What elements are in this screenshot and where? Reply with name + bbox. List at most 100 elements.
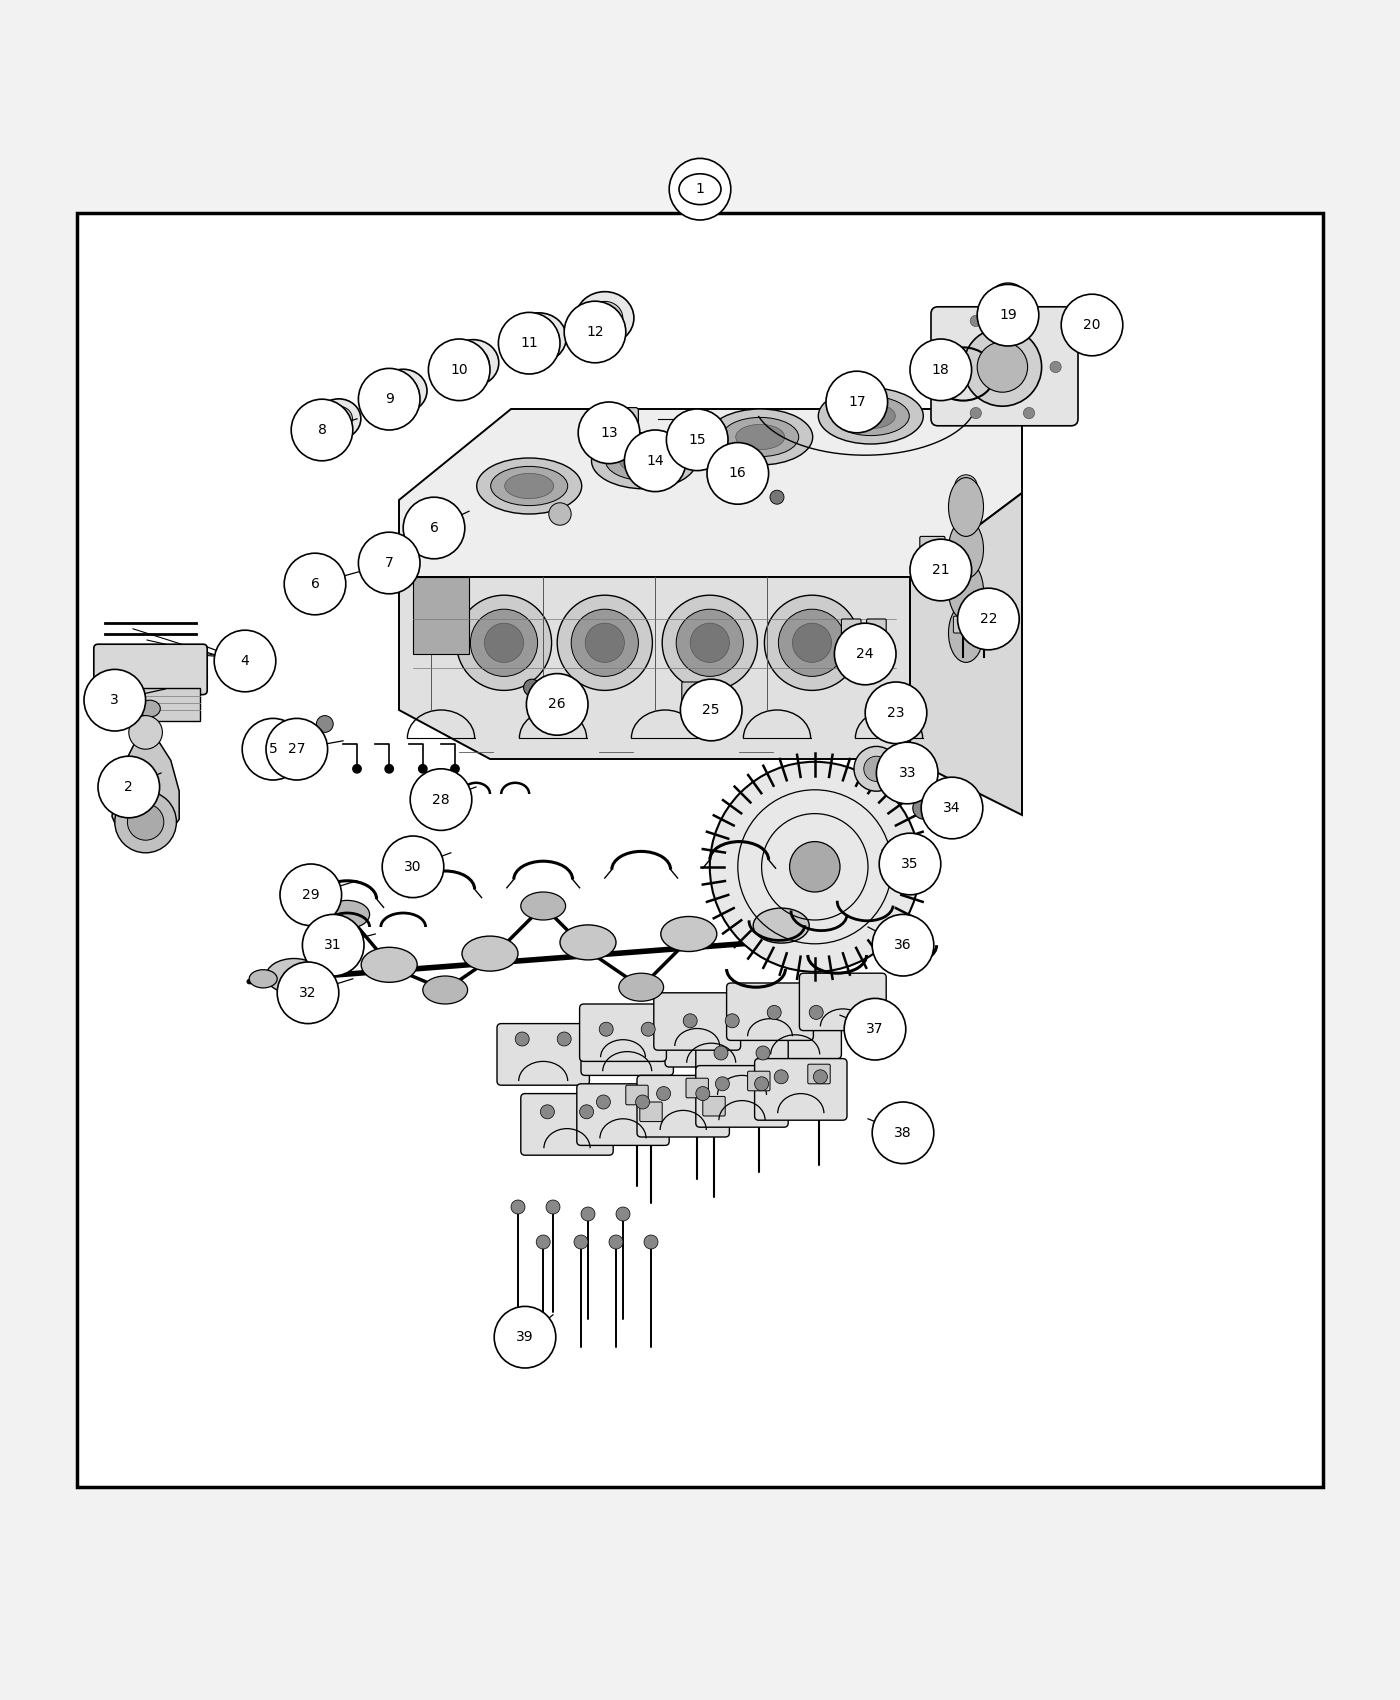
FancyBboxPatch shape	[581, 1013, 673, 1076]
Ellipse shape	[778, 609, 846, 677]
Ellipse shape	[587, 301, 623, 335]
Circle shape	[451, 765, 459, 774]
Circle shape	[714, 1046, 728, 1061]
Circle shape	[284, 552, 346, 615]
FancyBboxPatch shape	[727, 983, 813, 1040]
FancyBboxPatch shape	[686, 1078, 708, 1098]
Text: 12: 12	[587, 325, 603, 338]
Circle shape	[710, 762, 920, 972]
FancyBboxPatch shape	[867, 619, 886, 653]
Circle shape	[970, 408, 981, 418]
Circle shape	[423, 530, 445, 552]
Text: 4: 4	[241, 654, 249, 668]
Ellipse shape	[707, 410, 812, 466]
Ellipse shape	[832, 396, 910, 435]
Text: 10: 10	[451, 362, 468, 377]
Polygon shape	[399, 576, 910, 758]
Circle shape	[127, 804, 164, 840]
Circle shape	[864, 756, 889, 782]
Circle shape	[657, 1086, 671, 1100]
Circle shape	[977, 284, 1039, 347]
Circle shape	[498, 313, 560, 374]
Circle shape	[755, 1076, 769, 1091]
FancyBboxPatch shape	[497, 1023, 589, 1085]
Circle shape	[955, 474, 977, 496]
Ellipse shape	[690, 624, 729, 663]
Ellipse shape	[522, 321, 556, 354]
Ellipse shape	[753, 908, 809, 944]
FancyBboxPatch shape	[974, 615, 994, 632]
FancyBboxPatch shape	[799, 972, 886, 1030]
FancyBboxPatch shape	[101, 687, 200, 721]
FancyBboxPatch shape	[640, 1102, 662, 1122]
Circle shape	[526, 673, 588, 734]
Text: 5: 5	[269, 743, 277, 756]
Circle shape	[578, 401, 640, 464]
Circle shape	[214, 631, 276, 692]
Ellipse shape	[361, 947, 417, 983]
Circle shape	[826, 371, 888, 434]
Circle shape	[910, 338, 972, 401]
Text: 24: 24	[857, 648, 874, 661]
FancyBboxPatch shape	[931, 306, 1078, 425]
Circle shape	[616, 1207, 630, 1221]
Ellipse shape	[456, 595, 552, 690]
Circle shape	[1050, 362, 1061, 372]
Text: 25: 25	[703, 704, 720, 717]
FancyBboxPatch shape	[696, 1037, 788, 1100]
Circle shape	[540, 1105, 554, 1119]
FancyBboxPatch shape	[696, 1066, 788, 1127]
Ellipse shape	[325, 406, 353, 432]
Bar	[77, 212, 1323, 1488]
Ellipse shape	[605, 442, 683, 481]
Circle shape	[385, 765, 393, 774]
Text: 1: 1	[696, 182, 704, 196]
Ellipse shape	[476, 457, 582, 513]
Ellipse shape	[491, 466, 568, 505]
Ellipse shape	[484, 624, 524, 663]
Circle shape	[707, 442, 769, 505]
Ellipse shape	[448, 340, 498, 386]
FancyBboxPatch shape	[580, 1005, 666, 1061]
Ellipse shape	[521, 892, 566, 920]
Ellipse shape	[316, 400, 361, 439]
Circle shape	[977, 342, 1028, 393]
Text: 17: 17	[848, 394, 865, 410]
FancyBboxPatch shape	[665, 1005, 757, 1068]
Ellipse shape	[722, 418, 798, 457]
Circle shape	[1061, 294, 1123, 355]
Ellipse shape	[661, 916, 717, 952]
Ellipse shape	[591, 434, 697, 490]
Circle shape	[790, 842, 840, 892]
Circle shape	[774, 1069, 788, 1085]
Text: 8: 8	[318, 423, 326, 437]
Text: 3: 3	[111, 694, 119, 707]
Text: 1: 1	[696, 182, 704, 196]
Text: 35: 35	[902, 857, 918, 870]
Ellipse shape	[736, 425, 784, 449]
Ellipse shape	[948, 478, 983, 537]
FancyBboxPatch shape	[749, 996, 841, 1059]
Circle shape	[511, 1200, 525, 1214]
FancyBboxPatch shape	[626, 1085, 648, 1105]
Circle shape	[731, 449, 748, 466]
Circle shape	[609, 1234, 623, 1250]
Ellipse shape	[557, 595, 652, 690]
Text: 32: 32	[300, 986, 316, 1000]
Ellipse shape	[948, 520, 983, 578]
Text: 28: 28	[433, 792, 449, 806]
Circle shape	[596, 1095, 610, 1108]
Ellipse shape	[679, 173, 721, 204]
Text: 15: 15	[689, 434, 706, 447]
Circle shape	[958, 588, 1019, 649]
Circle shape	[515, 1032, 529, 1045]
Text: 18: 18	[932, 362, 949, 377]
Circle shape	[98, 756, 160, 818]
FancyBboxPatch shape	[643, 435, 668, 452]
Circle shape	[302, 915, 364, 976]
Ellipse shape	[676, 609, 743, 677]
Circle shape	[987, 282, 1029, 325]
Circle shape	[280, 864, 342, 925]
FancyBboxPatch shape	[654, 993, 741, 1051]
Circle shape	[767, 1005, 781, 1020]
